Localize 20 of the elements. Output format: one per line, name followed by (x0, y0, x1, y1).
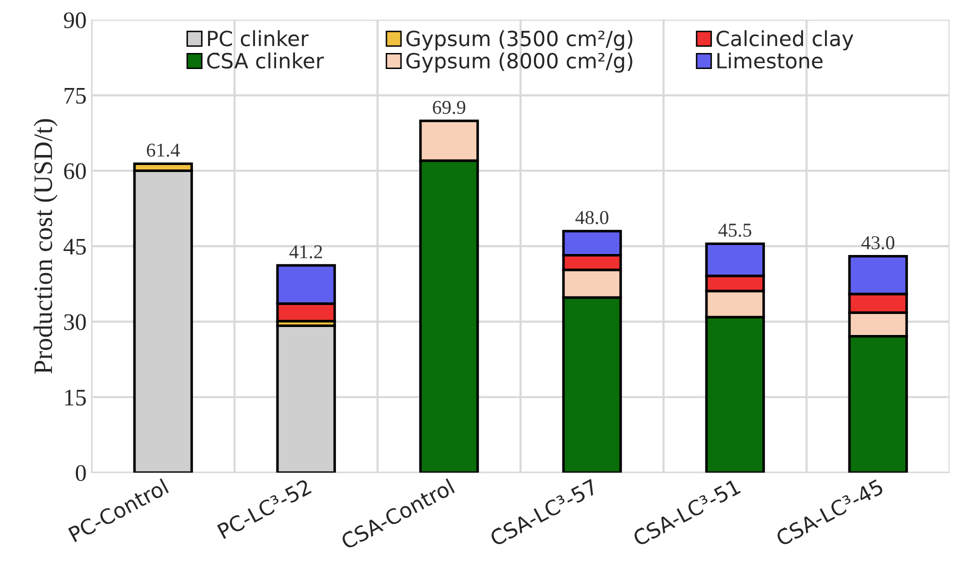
y-tick-label: 60 (64, 163, 86, 180)
legend-label: Gypsum (8000 cm²/g) (406, 52, 632, 73)
y-tick-label: 75 (64, 88, 86, 104)
y-axis-title: Production cost (USD/t) (34, 119, 58, 374)
total-label: 69.9 (432, 100, 466, 114)
total-label: 61.4 (146, 144, 180, 157)
y-tick-label: 90 (64, 12, 86, 28)
total-label: 48.0 (575, 211, 608, 224)
legend-label: Limestone (717, 52, 823, 69)
y-tick-label: 30 (64, 314, 86, 330)
legend-label: PC clinker (208, 30, 309, 46)
total-label: 41.2 (289, 245, 322, 258)
y-tick-label: 0 (76, 465, 86, 482)
legend-label: Gypsum (3500 cm²/g) (406, 30, 632, 50)
y-tick-label: 15 (65, 390, 86, 406)
legend-label: C̄SA clinker (207, 52, 324, 69)
total-label: 43.0 (861, 236, 894, 250)
y-tick-label: 45 (64, 238, 86, 255)
total-label: 45.5 (718, 224, 752, 237)
legend-label: Calcined clay (716, 30, 854, 50)
